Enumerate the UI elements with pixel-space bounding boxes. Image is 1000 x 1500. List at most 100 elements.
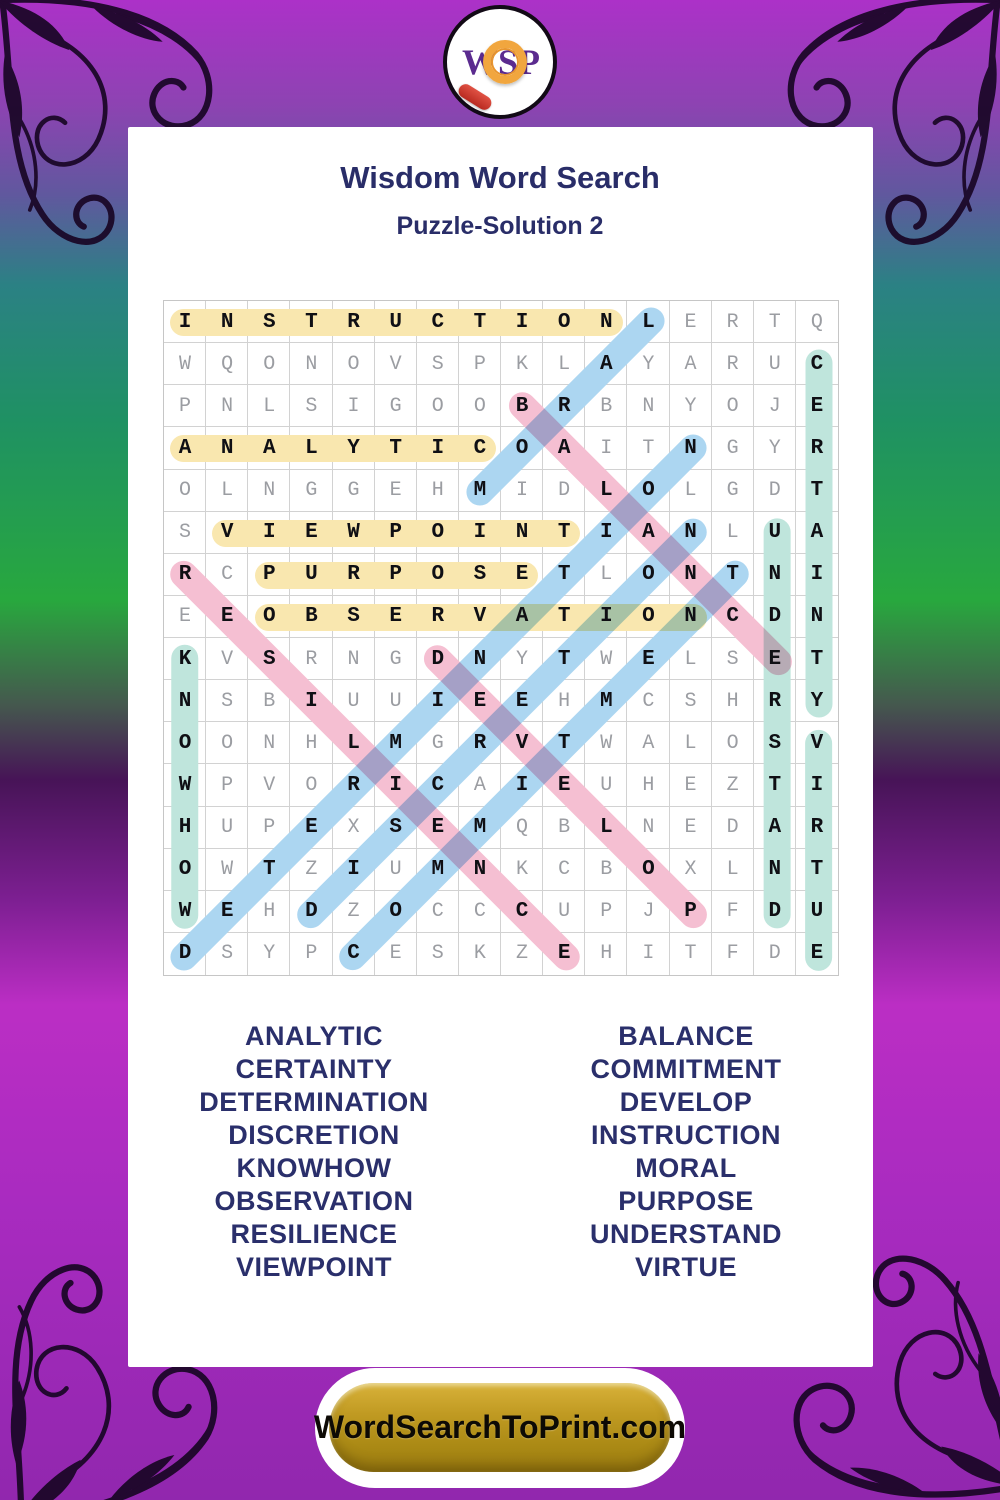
grid-cell: K — [516, 352, 529, 376]
grid-cell: R — [431, 605, 445, 629]
grid-cell: E — [642, 647, 655, 671]
grid-line-cell — [711, 301, 754, 344]
grid-cell: C — [473, 436, 487, 460]
grid-line-cell — [248, 385, 291, 428]
grid-cell: Q — [810, 310, 823, 334]
grid-cell: V — [389, 352, 402, 376]
grid-cell: U — [600, 773, 613, 797]
grid-cell: E — [810, 942, 824, 966]
grid-cell: T — [557, 563, 571, 587]
grid-cell: Y — [263, 942, 276, 966]
word-list-item: DETERMINATION — [199, 1087, 429, 1117]
grid-cell: B — [263, 689, 276, 713]
grid-cell: W — [347, 521, 360, 545]
grid-cell: J — [642, 900, 655, 924]
grid-cell: E — [684, 816, 697, 840]
grid-cell: Z — [347, 900, 360, 924]
grid-cell: H — [263, 900, 276, 924]
grid-cell: Y — [516, 647, 529, 671]
grid-cell: E — [684, 310, 697, 334]
grid-cell: E — [431, 816, 445, 840]
grid-line-cell — [332, 385, 375, 428]
grid-cell: M — [600, 689, 613, 713]
grid-cell: S — [221, 689, 234, 713]
grid-cell: D — [768, 605, 782, 629]
wsp-logo: W S P — [443, 5, 557, 119]
grid-cell: N — [684, 563, 697, 587]
grid-line-cell — [206, 343, 249, 386]
grid-cell: Q — [516, 816, 529, 840]
grid-cell: N — [263, 479, 276, 503]
grid-cell: O — [473, 394, 486, 418]
grid-cell: E — [220, 605, 234, 629]
grid-cell: N — [220, 310, 234, 334]
grid-line-cell — [416, 343, 459, 386]
word-list-right: BALANCE COMMITMENT DEVELOP INSTRUCTION MORAL… — [500, 1020, 872, 1284]
grid-cell: O — [726, 731, 739, 755]
grid-cell: S — [473, 563, 487, 587]
word-list-item: COMMITMENT — [590, 1054, 782, 1084]
grid-cell: A — [600, 352, 613, 376]
grid-cell: L — [600, 479, 613, 503]
grid-cell: U — [389, 310, 402, 334]
grid-cell: N — [684, 605, 697, 629]
grid-cell: N — [473, 858, 487, 882]
grid-cell: N — [220, 436, 234, 460]
grid-cell: S — [726, 647, 739, 671]
grid-cell: T — [810, 858, 824, 882]
grid-cell: D — [768, 942, 781, 966]
grid-cell: N — [810, 605, 824, 629]
grid-cell: L — [600, 816, 613, 840]
grid-cell: R — [347, 310, 360, 334]
grid-line-cell — [753, 343, 796, 386]
grid-cell: T — [305, 310, 318, 334]
grid-cell: Y — [768, 436, 781, 460]
grid-cell: A — [178, 436, 192, 460]
grid-cell: B — [600, 394, 613, 418]
grid-cell: Z — [726, 773, 739, 797]
grid-cell: A — [557, 436, 571, 460]
grid-cell: P — [389, 521, 402, 545]
grid-line-cell — [711, 343, 754, 386]
word-list-item: PURPOSE — [618, 1186, 754, 1216]
grid-cell: T — [684, 942, 697, 966]
grid-cell: C — [431, 900, 444, 924]
word-list-item: OBSERVATION — [214, 1186, 414, 1216]
grid-cell: G — [347, 479, 360, 503]
grid-cell: C — [642, 689, 655, 713]
word-list-item: DISCRETION — [228, 1120, 400, 1150]
grid-cell: O — [178, 731, 192, 755]
page-subtitle: Puzzle-Solution 2 — [396, 212, 604, 240]
grid-cell: M — [389, 731, 402, 755]
grid-cell: I — [263, 521, 276, 545]
grid-cell: H — [558, 689, 571, 713]
grid-cell: U — [810, 900, 824, 924]
grid-cell: Y — [684, 394, 697, 418]
grid-cell: E — [810, 394, 824, 418]
grid-cell: X — [684, 858, 697, 882]
grid-cell: I — [305, 689, 318, 713]
grid-cell: C — [431, 773, 445, 797]
grid-cell: P — [600, 900, 613, 924]
grid-cell: Z — [516, 942, 529, 966]
grid-cell: V — [515, 731, 529, 755]
grid-cell: S — [684, 689, 697, 713]
grid-cell: O — [431, 521, 445, 545]
grid-cell: U — [389, 858, 402, 882]
grid-cell: D — [768, 900, 782, 924]
word-list-item: BALANCE — [618, 1021, 754, 1051]
grid-cell: L — [726, 858, 739, 882]
grid-cell: F — [726, 900, 739, 924]
grid-cell: D — [305, 900, 318, 924]
grid-cell: B — [558, 816, 571, 840]
grid-cell: E — [515, 689, 529, 713]
grid-cell: O — [431, 394, 444, 418]
grid-cell: O — [178, 858, 192, 882]
wordsearchtoprint-button[interactable]: WordSearchToPrint.com — [314, 1383, 686, 1472]
grid-cell: U — [768, 521, 782, 545]
grid-cell: M — [431, 858, 445, 882]
grid-cell: O — [642, 858, 655, 882]
word-list-item: UNDERSTAND — [590, 1219, 782, 1249]
grid-cell: T — [473, 310, 487, 334]
grid-cell: R — [726, 310, 739, 334]
